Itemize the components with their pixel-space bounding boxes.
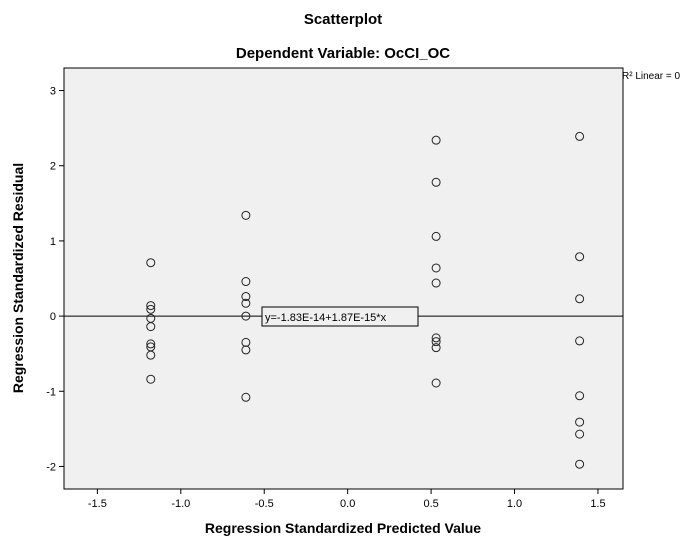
- x-tick-label: 0.5: [423, 498, 438, 510]
- data-point: [431, 343, 441, 353]
- data-point: [241, 298, 251, 308]
- data-point: [575, 391, 585, 401]
- data-point: [146, 339, 156, 349]
- plot-area: [63, 67, 624, 490]
- y-tick-label: 3: [50, 86, 56, 98]
- data-point: [431, 337, 441, 347]
- data-point: [146, 322, 156, 332]
- data-point: [146, 304, 156, 314]
- fit-line-equation: y=-1.83E-14+1.87E-15*x: [265, 312, 387, 324]
- data-point: [146, 350, 156, 360]
- data-point: [241, 277, 251, 287]
- data-point: [241, 392, 251, 402]
- x-tick-label: 1.0: [507, 498, 522, 510]
- x-tick-label: 0.0: [340, 498, 355, 510]
- data-points: [146, 131, 585, 469]
- data-point: [575, 131, 585, 141]
- y-tick-label: 0: [50, 311, 56, 323]
- y-tick-label: -1: [46, 386, 56, 398]
- data-point: [146, 301, 156, 311]
- data-point: [146, 374, 156, 384]
- x-tick-label: 1.5: [590, 498, 605, 510]
- data-point: [575, 252, 585, 262]
- data-point: [431, 263, 441, 273]
- data-point: [431, 278, 441, 288]
- data-point: [431, 231, 441, 241]
- y-axis-title: Regression Standardized Residual: [10, 163, 26, 393]
- x-axis-title: Regression Standardized Predicted Value: [205, 520, 481, 536]
- legend-r2: R² Linear = 0: [622, 71, 681, 82]
- x-tick-label: -0.5: [255, 498, 274, 510]
- data-point: [241, 210, 251, 220]
- y-tick-label: -2: [46, 461, 56, 473]
- data-point: [431, 135, 441, 145]
- fit-line-label: y=-1.83E-14+1.87E-15*x: [261, 306, 419, 327]
- data-point: [241, 345, 251, 355]
- data-point: [575, 417, 585, 427]
- y-tick-label: 2: [50, 161, 56, 173]
- data-point: [146, 258, 156, 268]
- y-tick-label: 1: [50, 236, 56, 248]
- data-point: [241, 292, 251, 302]
- chart-subtitle: Dependent Variable: OcCI_OC: [236, 45, 450, 62]
- data-point: [431, 378, 441, 388]
- x-tick-label: -1.0: [171, 498, 190, 510]
- x-axis: -1.5 -1.0 -0.5 0.0 0.5 1.0 1.5: [88, 489, 606, 510]
- chart-title: Scatterplot: [304, 11, 382, 28]
- data-point: [241, 311, 251, 321]
- data-point: [575, 294, 585, 304]
- data-point: [431, 177, 441, 187]
- y-axis: -2 -1 0 1 2 3: [46, 86, 64, 473]
- data-point: [431, 333, 441, 343]
- data-point: [575, 429, 585, 439]
- x-tick-label: -1.5: [88, 498, 107, 510]
- data-point: [575, 336, 585, 346]
- data-point: [575, 459, 585, 469]
